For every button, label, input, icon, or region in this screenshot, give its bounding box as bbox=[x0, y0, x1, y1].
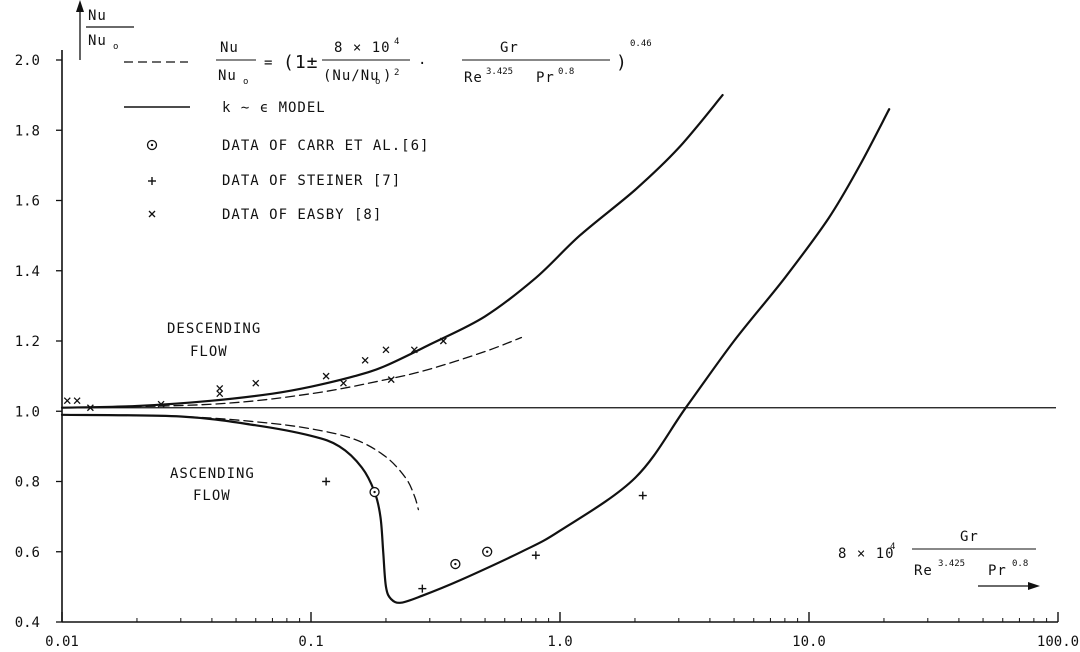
legend-carr-label: DATA OF CARR ET AL.[6] bbox=[222, 138, 429, 154]
easby-point bbox=[86, 404, 94, 412]
eq-close: ) bbox=[616, 52, 628, 73]
y-tick-label: 1.4 bbox=[15, 264, 40, 280]
solid-curve-1 bbox=[60, 94, 724, 409]
eq-f1-num-exp: 4 bbox=[394, 37, 399, 47]
x-label-den-b: Pr bbox=[988, 563, 1007, 579]
eq-f1-den-exp: 2 bbox=[394, 68, 399, 78]
dashed-curve-2 bbox=[61, 336, 523, 409]
chart-axes bbox=[61, 0, 1058, 623]
easby-point bbox=[339, 379, 347, 387]
eq-f2-den-b: Pr bbox=[536, 70, 555, 86]
y-label-den: Nu bbox=[88, 33, 107, 49]
y-tick-label: 0.8 bbox=[15, 475, 40, 491]
annotation-ascending-2: FLOW bbox=[193, 488, 231, 504]
eq-den-sub: o bbox=[243, 77, 248, 87]
y-tick-label: 1.0 bbox=[15, 404, 40, 420]
x-tick-label: 0.01 bbox=[45, 634, 79, 650]
easby-point bbox=[73, 397, 81, 405]
steiner-point bbox=[531, 551, 540, 560]
legend-easby-label: DATA OF EASBY [8] bbox=[222, 207, 382, 223]
solid-curve-4 bbox=[60, 108, 891, 604]
y-axis-arrowhead bbox=[76, 0, 84, 12]
dashed-curve-3 bbox=[61, 414, 420, 511]
y-tick-label: 0.4 bbox=[15, 615, 40, 631]
x-tick-label: 1.0 bbox=[547, 634, 572, 650]
easby-point bbox=[382, 346, 390, 354]
y-tick-label: 1.6 bbox=[15, 194, 40, 210]
steiner-point bbox=[638, 491, 647, 500]
eq-f1-den-sub: o bbox=[375, 77, 380, 87]
easby-point bbox=[63, 397, 71, 405]
easby-point bbox=[157, 400, 165, 408]
eq-f2-den-a-exp: 3.425 bbox=[486, 67, 513, 77]
eq-num: Nu bbox=[220, 40, 239, 56]
easby-point bbox=[216, 384, 224, 392]
easby-point bbox=[322, 372, 330, 380]
carr-point bbox=[369, 486, 380, 498]
easby-point bbox=[387, 376, 395, 384]
legend-easby-marker bbox=[148, 210, 156, 218]
y-tick-label: 1.8 bbox=[15, 123, 40, 139]
y-label-num: Nu bbox=[88, 8, 107, 24]
eq-f1-num: 8 × 10 bbox=[334, 40, 391, 56]
y-tick-labels: 0.4 0.6 0.8 1.0 1.2 1.4 1.6 1.8 2.0 bbox=[15, 53, 62, 631]
x-axis-label: 8 × 10 4 Gr Re 3.425 Pr 0.8 bbox=[838, 529, 1040, 590]
legend: Nu Nu o = (1± 8 × 10 4 (Nu/Nu o ) 2 · Gr… bbox=[124, 37, 652, 223]
x-label-coef: 8 × 10 bbox=[838, 546, 895, 562]
eq-f2-den-a: Re bbox=[464, 70, 483, 86]
steiner-point bbox=[322, 477, 331, 486]
y-tick-label: 2.0 bbox=[15, 53, 40, 69]
legend-carr-marker bbox=[146, 139, 158, 151]
x-tick-label: 100.0 bbox=[1037, 634, 1079, 650]
easby-point bbox=[252, 379, 260, 387]
eq-dot: · bbox=[418, 56, 427, 72]
eq-open: (1± bbox=[283, 52, 319, 73]
eq-f1-den: (Nu/Nu bbox=[323, 68, 380, 84]
chart-markers bbox=[63, 337, 647, 593]
y-label-den-sub: o bbox=[113, 42, 118, 52]
y-tick-label: 1.2 bbox=[15, 334, 40, 350]
easby-point bbox=[410, 346, 418, 354]
easby-point bbox=[439, 337, 447, 345]
steiner-point bbox=[418, 584, 427, 593]
eq-f1-den-tail: ) bbox=[383, 68, 392, 84]
carr-point bbox=[450, 558, 461, 570]
annotation-descending-2: FLOW bbox=[190, 344, 228, 360]
annotation-descending-1: DESCENDING bbox=[167, 321, 261, 337]
eq-den: Nu bbox=[218, 68, 237, 84]
x-label-den-b-exp: 0.8 bbox=[1012, 559, 1028, 569]
eq-equals: = bbox=[264, 55, 273, 71]
y-tick-label: 0.6 bbox=[15, 545, 40, 561]
legend-steiner-marker bbox=[148, 177, 156, 185]
legend-model-label: k ∼ ϵ MODEL bbox=[222, 100, 326, 116]
x-label-den-a: Re bbox=[914, 563, 933, 579]
x-label-coef-exp: 4 bbox=[890, 542, 895, 552]
x-tick-label: 10.0 bbox=[792, 634, 826, 650]
x-label-num: Gr bbox=[960, 529, 979, 545]
chart-series bbox=[60, 94, 891, 604]
carr-point bbox=[482, 546, 493, 557]
annotations: DESCENDING FLOW ASCENDING FLOW bbox=[167, 321, 261, 504]
legend-steiner-label: DATA OF STEINER [7] bbox=[222, 173, 401, 189]
x-tick-labels: 0.01 0.1 1.0 10.0 100.0 bbox=[45, 612, 1079, 650]
x-label-arrowhead bbox=[1028, 582, 1040, 590]
easby-point bbox=[216, 390, 224, 398]
easby-point bbox=[361, 356, 369, 364]
legend-equation: Nu Nu o = (1± 8 × 10 4 (Nu/Nu o ) 2 · Gr… bbox=[216, 37, 652, 87]
y-axis-label: Nu Nu o bbox=[86, 8, 134, 52]
annotation-ascending-1: ASCENDING bbox=[170, 466, 255, 482]
x-label-den-a-exp: 3.425 bbox=[938, 559, 965, 569]
eq-close-exp: 0.46 bbox=[630, 39, 652, 49]
eq-f2-den-b-exp: 0.8 bbox=[558, 67, 574, 77]
x-tick-label: 0.1 bbox=[298, 634, 323, 650]
eq-f2-num: Gr bbox=[500, 40, 519, 56]
